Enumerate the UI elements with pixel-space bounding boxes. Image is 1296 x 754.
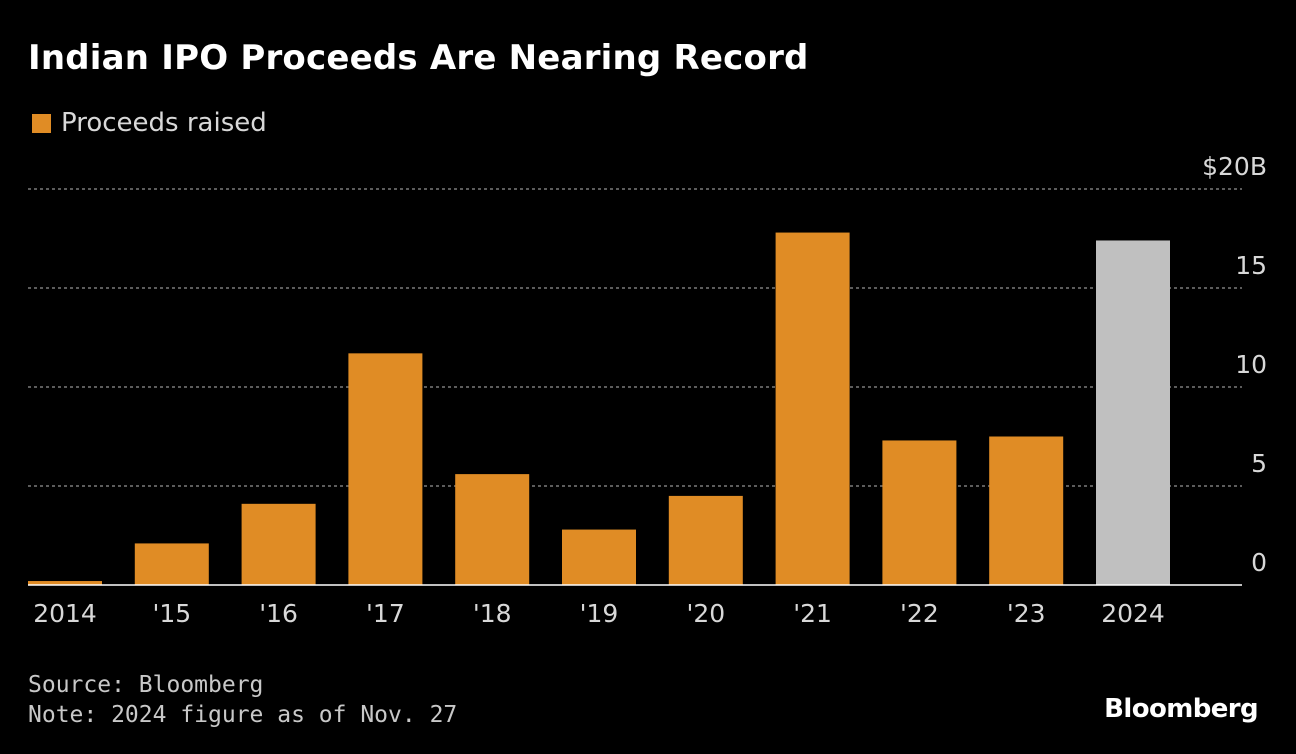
bar <box>455 474 530 585</box>
x-tick-label: '17 <box>366 599 405 628</box>
bar <box>668 495 743 585</box>
bar <box>775 232 850 585</box>
y-tick-label: 10 <box>1235 350 1267 379</box>
chart-title: Indian IPO Proceeds Are Nearing Record <box>28 38 809 78</box>
x-tick-label: 2014 <box>33 599 97 628</box>
note-text: Note: 2024 figure as of Nov. 27 <box>28 702 458 728</box>
bar <box>989 436 1064 585</box>
legend-label: Proceeds raised <box>61 108 267 138</box>
y-axis-labels: 0 5 10 15 $20B <box>1202 152 1267 577</box>
footer: Source: Bloomberg Note: 2024 figure as o… <box>28 670 457 730</box>
x-axis: 2014 '15 '16 '17 '18 '19 '20 '21 '22 '23 2024 <box>28 584 1242 628</box>
source-text: Source: Bloomberg <box>28 672 264 698</box>
x-tick-label: '18 <box>473 599 512 628</box>
x-tick-label: '15 <box>152 599 191 628</box>
legend: Proceeds raised <box>32 108 267 138</box>
gridlines <box>28 188 1242 487</box>
y-tick-label: 5 <box>1251 449 1267 478</box>
bar <box>348 353 423 585</box>
x-tick-label: 2024 <box>1101 599 1165 628</box>
y-tick-label: 0 <box>1251 548 1267 577</box>
x-tick-label: '23 <box>1007 599 1046 628</box>
bar <box>134 543 209 585</box>
x-tick-label: '19 <box>580 599 619 628</box>
bars <box>28 232 1170 586</box>
bar <box>241 503 316 585</box>
bar <box>882 440 957 585</box>
y-tick-label: 15 <box>1235 251 1267 280</box>
legend-swatch <box>32 113 51 133</box>
y-tick-label: $20B <box>1202 152 1267 181</box>
bar <box>28 581 102 585</box>
bar <box>562 529 636 585</box>
x-tick-label: '20 <box>686 599 725 628</box>
bar <box>1096 240 1170 586</box>
x-tick-label: '16 <box>259 599 298 628</box>
x-tick-label: '21 <box>793 599 832 628</box>
bloomberg-logo: Bloomberg <box>1104 694 1258 724</box>
x-tick-label: '22 <box>900 599 939 628</box>
